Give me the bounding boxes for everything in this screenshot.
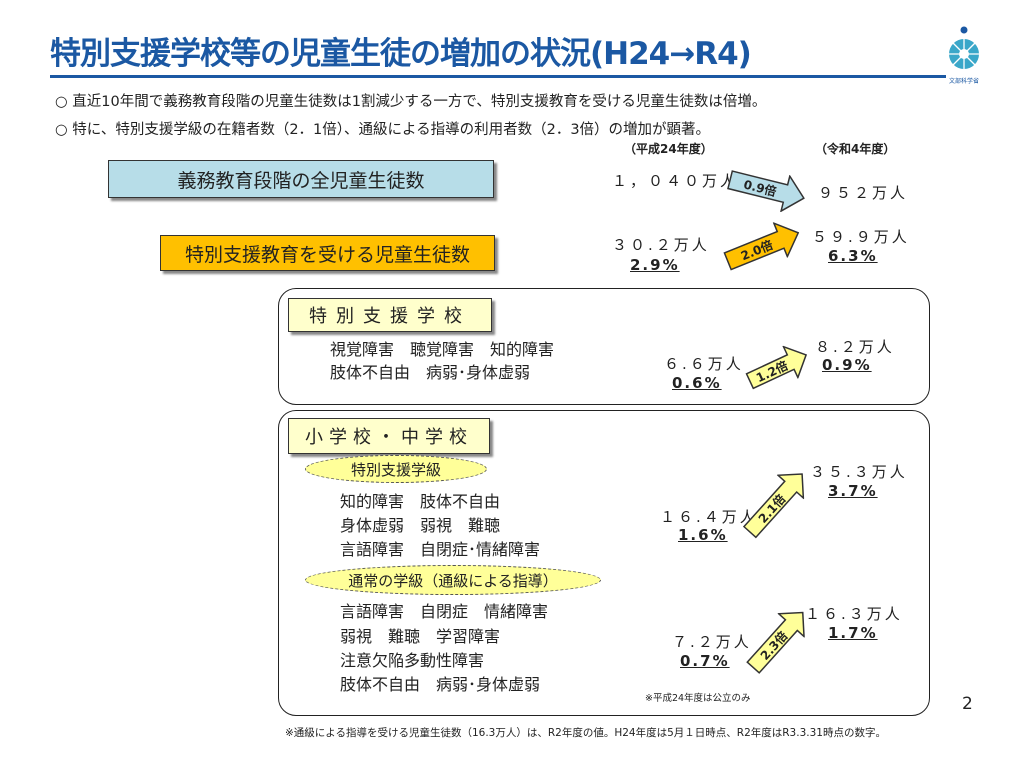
- special-ed-after-pct: 6.3%: [828, 247, 878, 265]
- special-class-line: 言語障害 自閉症･情緒障害: [340, 540, 541, 559]
- special-school-before-pct: 0.6%: [672, 374, 722, 392]
- all-before: １，０４０万人: [612, 172, 739, 190]
- all-after: ９５２万人: [818, 184, 909, 202]
- special-class-before-pct: 1.6%: [678, 526, 728, 544]
- ratio-all: 0.9倍: [742, 176, 778, 199]
- special-class-label: 特別支援学級: [305, 455, 487, 483]
- special-ed-before: ３０.２万人: [612, 236, 710, 254]
- ratio-arrow-all: 0.9倍: [725, 161, 810, 217]
- tsukyu-after-pct: 1.7%: [828, 624, 878, 642]
- mext-logo: 文部科学省: [944, 24, 984, 86]
- page-number: 2: [962, 694, 973, 714]
- special-class-after: ３５.３万人: [810, 463, 908, 481]
- ratio-arrow-special-school: 1.2倍: [741, 338, 814, 398]
- special-school-before: ６.６万人: [664, 355, 744, 373]
- special-class-line: 身体虚弱 弱視 難聴: [340, 516, 501, 535]
- page-title: 特別支援学校等の児童生徒の増加の状況(H24→R4): [50, 36, 752, 72]
- tsukyu-before-pct: 0.7%: [680, 652, 730, 670]
- title-divider: [50, 75, 946, 78]
- panel-note: ※平成24年度は公立のみ: [645, 693, 751, 704]
- tsukyu-label: 通常の学級（通級による指導）: [305, 565, 601, 595]
- tsukyu-line: 弱視 難聴 学習障害: [340, 627, 501, 646]
- special-ed-before-pct: 2.9%: [630, 256, 680, 274]
- elem-mid-panel: [278, 410, 930, 716]
- special-ed-label: 特別支援教育を受ける児童生徒数: [160, 235, 495, 271]
- special-school-after: ８.２万人: [815, 338, 895, 356]
- tsukyu-line: 言語障害 自閉症 情緒障害: [340, 602, 549, 621]
- bullet-2: ○ 特に、特別支援学級の在籍者数（2．1倍）、通級による指導の利用者数（2．3倍…: [55, 122, 711, 138]
- special-ed-after: ５９.９万人: [812, 228, 910, 246]
- header-before: （平成24年度）: [624, 142, 713, 156]
- special-school-panel: [278, 288, 930, 405]
- ratio-arrow-tsukyu: 2.3倍: [739, 600, 817, 681]
- footnote: ※通級による指導を受ける児童生徒数（16.3万人）は、R2年度の値。H24年度は…: [285, 727, 886, 739]
- special-school-line: 肢体不自由 病弱･身体虚弱: [330, 363, 531, 382]
- special-school-line: 視覚障害 聴覚障害 知的障害: [330, 340, 555, 359]
- special-school-label: 特別支援学校: [288, 298, 492, 332]
- ratio-arrow-special-class: 2.1倍: [736, 461, 816, 545]
- tsukyu-line: 注意欠陥多動性障害: [340, 651, 485, 670]
- svg-text:文部科学省: 文部科学省: [949, 77, 979, 85]
- bullet-1: ○ 直近10年間で義務教育段階の児童生徒数は1割減少する一方で、特別支援教育を受…: [55, 94, 767, 110]
- special-class-after-pct: 3.7%: [828, 482, 878, 500]
- ratio-special-ed: 2.0倍: [738, 237, 775, 263]
- special-class-before: １６.４万人: [660, 508, 758, 526]
- special-school-after-pct: 0.9%: [822, 356, 872, 374]
- tsukyu-after: １６.３万人: [805, 605, 903, 623]
- ratio-arrow-special-ed: 2.0倍: [720, 215, 807, 279]
- elem-mid-label: 小学校・中学校: [288, 418, 490, 454]
- all-students-label: 義務教育段階の全児童生徒数: [108, 160, 494, 198]
- tsukyu-before: ７.２万人: [672, 633, 752, 651]
- header-after: （令和4年度）: [815, 142, 896, 156]
- special-class-line: 知的障害 肢体不自由: [340, 492, 501, 511]
- tsukyu-line: 肢体不自由 病弱･身体虚弱: [340, 675, 541, 694]
